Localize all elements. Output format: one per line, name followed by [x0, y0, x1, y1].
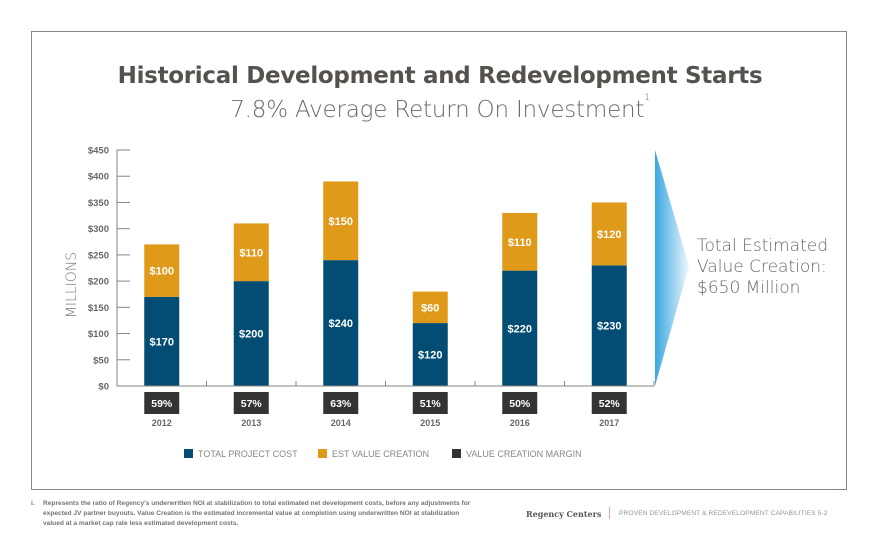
value-creation-arrow-icon	[655, 150, 689, 386]
y-tick-label: $100	[88, 329, 109, 340]
x-tick-label: 2017	[599, 418, 619, 428]
bar-label-cost: $170	[150, 336, 174, 348]
y-tick-label: $400	[88, 172, 109, 183]
y-tick-label: $200	[88, 277, 109, 288]
bar-label-value: $60	[421, 302, 439, 314]
chart-title: Historical Development and Redevelopment…	[117, 63, 763, 89]
legend-label: EST VALUE CREATION	[332, 449, 429, 459]
y-axis-label: MILLIONS	[64, 252, 80, 318]
x-tick-label: 2014	[331, 418, 351, 428]
margin-badge	[323, 392, 359, 414]
bar-total-project-cost	[412, 323, 448, 386]
margin-badge-label: 52%	[599, 398, 621, 410]
value-creation-callout: Total Estimated Value Creation: $650 Mil…	[697, 236, 828, 299]
bar-total-project-cost	[233, 281, 269, 386]
x-tick-label: 2013	[241, 418, 261, 428]
legend: TOTAL PROJECT COST EST VALUE CREATION VALU…	[184, 449, 582, 459]
y-tick-label: $450	[88, 146, 109, 157]
bar-total-project-cost	[591, 265, 627, 386]
bars: $170 $100 $200 $110 $240 $150 $120 $60 $220 $110 $…	[144, 181, 627, 386]
x-tick-label: 2015	[420, 418, 440, 428]
footnote-text: Represents the ratio of Regency's underw…	[43, 500, 471, 527]
y-tick-label: $250	[88, 250, 109, 261]
bar-label-cost: $200	[239, 329, 263, 341]
footnote: i. Represents the ratio of Regency's und…	[31, 499, 471, 529]
legend-label: TOTAL PROJECT COST	[198, 449, 298, 459]
margin-badge	[412, 392, 448, 414]
legend-swatch	[184, 449, 193, 458]
y-tick-label: $50	[93, 355, 109, 366]
bar-est-value-creation	[323, 181, 359, 261]
margin-badge-label: 57%	[241, 398, 263, 410]
x-tick-label: 2012	[152, 418, 172, 428]
y-tick-label: $0	[98, 382, 109, 393]
callout-line: Value Creation:	[697, 257, 827, 277]
bar-total-project-cost	[323, 260, 359, 386]
bar-est-value-creation	[412, 291, 448, 324]
slide-frame	[31, 31, 847, 490]
margin-badge	[591, 392, 627, 414]
section-label: PROVEN DEVELOPMENT & REDEVELOPMENT CAPAB…	[619, 510, 828, 517]
legend-swatch	[452, 449, 461, 458]
x-tick-label: 2016	[510, 418, 530, 428]
callout-line: Total Estimated	[697, 236, 828, 256]
bar-label-cost: $220	[508, 323, 532, 335]
margin-badges: 59% 57% 63% 51% 50% 52%	[144, 392, 627, 414]
subtitle-footnote-mark: 1	[644, 93, 650, 103]
margin-badge-label: 63%	[330, 398, 352, 410]
bar-label-value: $150	[329, 216, 353, 228]
bar-est-value-creation	[502, 212, 538, 271]
margin-badge	[233, 392, 269, 414]
y-tick-label: $350	[88, 198, 109, 209]
bar-label-value: $120	[597, 229, 621, 241]
bar-total-project-cost	[144, 296, 180, 386]
callout-line: $650 Million	[697, 278, 801, 298]
bar-label-value: $110	[239, 247, 263, 259]
subtitle-text: 7.8% Average Return On Investment	[230, 97, 645, 123]
bar-label-cost: $120	[418, 350, 442, 362]
bar-est-value-creation	[591, 202, 627, 266]
margin-badge	[502, 392, 538, 414]
bar-label-cost: $240	[329, 318, 353, 330]
legend-label: VALUE CREATION MARGIN	[466, 449, 582, 459]
bar-est-value-creation	[144, 244, 180, 297]
brand-logo: Regency Centers	[526, 509, 602, 519]
chart-subtitle: 7.8% Average Return On Investment1	[0, 93, 880, 123]
y-tick-label: $150	[88, 303, 109, 314]
y-axis: $0 $50 $100 $150 $200 $250 $300 $350 $400 $450	[88, 146, 130, 393]
footnote-marker: i.	[31, 500, 35, 507]
brand-divider	[609, 507, 610, 519]
margin-badge-label: 51%	[420, 398, 442, 410]
margin-badge-label: 50%	[509, 398, 531, 410]
bar-label-value: $100	[150, 266, 174, 278]
margin-badge	[144, 392, 180, 414]
y-tick-label: $300	[88, 224, 109, 235]
bar-label-value: $110	[508, 237, 532, 249]
bar-total-project-cost	[502, 270, 538, 386]
x-axis: 2012 2013 2014 2015 2016 2017	[117, 381, 655, 428]
bar-est-value-creation	[233, 223, 269, 282]
bar-label-cost: $230	[597, 321, 621, 333]
legend-swatch	[318, 449, 327, 458]
margin-badge-label: 59%	[151, 398, 173, 410]
